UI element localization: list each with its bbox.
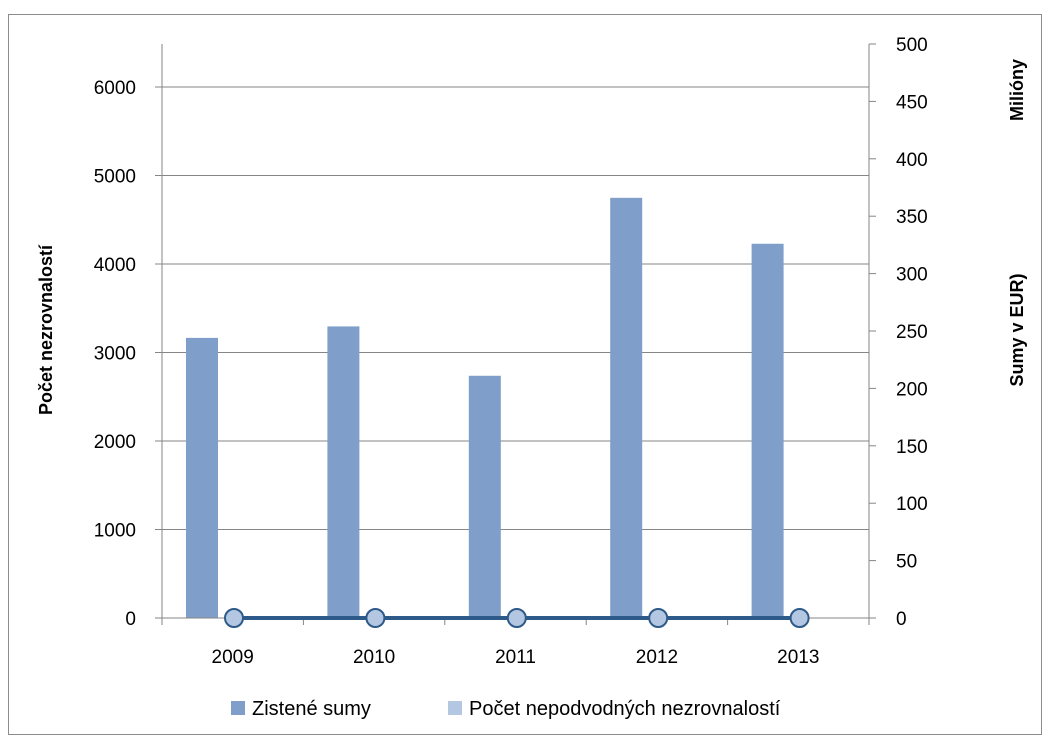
left-tick-label: 2000 [94, 432, 136, 453]
legend-swatch-line [448, 701, 462, 715]
right-axis-unit: Milióny [1007, 59, 1027, 121]
x-tick-label: 2013 [777, 647, 819, 668]
right-tick-label: 150 [896, 437, 928, 458]
right-tick-label: 100 [896, 494, 928, 515]
line-point [789, 608, 810, 628]
left-tick-label: 5000 [94, 167, 136, 188]
line-point [224, 608, 244, 628]
line-point [506, 608, 527, 628]
legend: Zistené sumy Počet nepodvodných nezrovna… [231, 698, 781, 720]
bar [468, 375, 501, 618]
left-tick-label: 3000 [94, 344, 136, 365]
left-tick-label: 0 [125, 609, 136, 630]
right-tick-label: 0 [896, 609, 907, 630]
line-point [365, 608, 386, 628]
legend-label-bar: Zistené sumy [252, 698, 371, 720]
bar [186, 337, 218, 618]
right-tick-label: 200 [896, 379, 928, 400]
gridlines [162, 86, 869, 530]
right-tick-label: 500 [896, 35, 928, 56]
left-tick-label: 1000 [94, 521, 136, 542]
bar [610, 197, 643, 618]
right-axis-title: Sumy v EUR) [1007, 273, 1027, 386]
y-axis-title: Počet nezrovnalostí [36, 244, 56, 415]
legend-label-line: Počet nepodvodných nezrovnalostí [469, 698, 781, 720]
bar [751, 243, 784, 618]
x-tick-label: 2010 [353, 647, 395, 668]
right-tick-label: 250 [896, 322, 928, 343]
line-point [648, 608, 669, 628]
legend-swatch-bar [231, 701, 245, 715]
bar [327, 326, 360, 618]
line-series [224, 608, 810, 628]
x-tick-label: 2011 [495, 647, 536, 668]
right-tick-label: 300 [896, 265, 928, 286]
chart-frame [8, 14, 1042, 735]
right-axis: 0 50 100 150 200 250 300 350 400 450 500 [868, 35, 928, 630]
right-tick-label: 450 [896, 92, 928, 113]
left-axis: 0 1000 2000 3000 4000 5000 6000 [94, 44, 163, 630]
x-tick-label: 2009 [212, 647, 254, 668]
left-tick-label: 6000 [94, 78, 136, 99]
right-tick-label: 50 [896, 552, 917, 573]
right-tick-label: 350 [896, 207, 928, 228]
left-tick-label: 4000 [94, 255, 136, 276]
bars [186, 197, 784, 618]
right-tick-label: 400 [896, 150, 928, 171]
x-tick-label: 2012 [636, 647, 678, 668]
